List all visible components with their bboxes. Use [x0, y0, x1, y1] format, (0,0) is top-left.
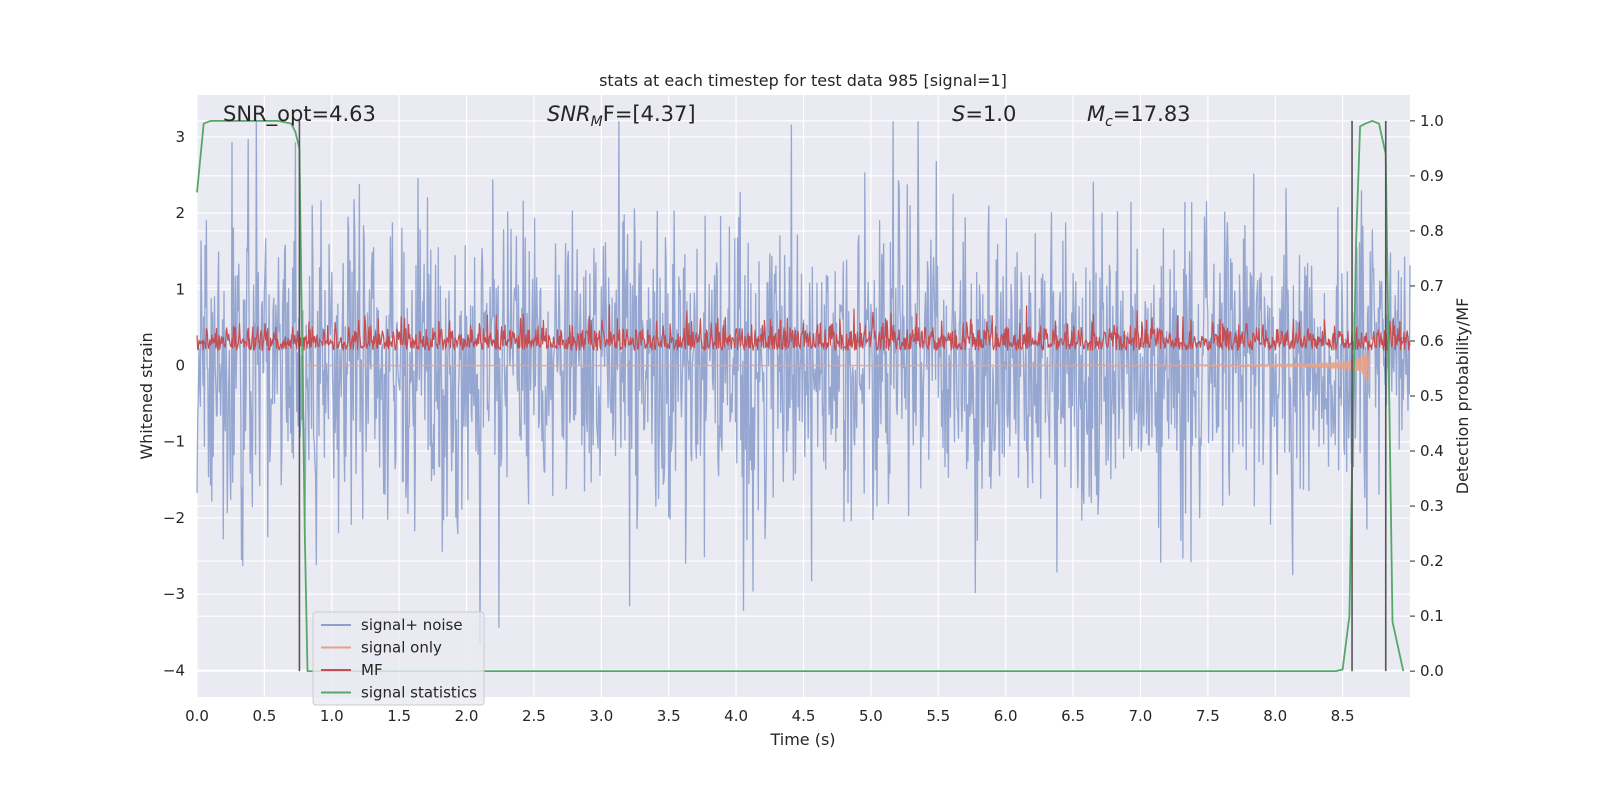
- snr-mf-annotation: SNRMF=[4.37]: [547, 102, 696, 130]
- x-tick-label: 2.5: [522, 707, 546, 725]
- legend-label: signal+ noise: [361, 616, 463, 634]
- y-right-tick-label: 0.7: [1420, 277, 1444, 295]
- mf-series: [196, 304, 1411, 351]
- y-left-tick-label: 3: [175, 128, 185, 146]
- s-annotation: S=1.0: [952, 102, 1016, 126]
- signal-noise-series: [196, 121, 1411, 645]
- y-axis-left-label: Whitened strain: [137, 332, 156, 459]
- detection-markers: [298, 120, 1387, 672]
- y-right-tick-label: 0.5: [1420, 387, 1444, 405]
- snr-mf-subscript: M: [591, 114, 603, 130]
- snr-opt-annotation: SNR_opt=4.63: [223, 102, 376, 127]
- legend-label: signal only: [361, 639, 442, 657]
- x-tick-label: 1.0: [320, 707, 344, 725]
- y-right-tick-label: 0.9: [1420, 167, 1444, 185]
- x-tick-label: 6.0: [994, 707, 1018, 725]
- y-left-tick-label: −4: [163, 661, 185, 679]
- y-left-tick-label: −2: [163, 509, 185, 527]
- x-tick-label: 5.0: [859, 707, 883, 725]
- mc-annotation: Mc=17.83: [1087, 102, 1191, 130]
- x-axis-label: Time (s): [769, 730, 835, 749]
- y-axis-right-label: Detection probability/MF: [1453, 298, 1472, 495]
- s-value: =1.0: [965, 102, 1016, 126]
- y-right-tick-label: 0.8: [1420, 222, 1444, 240]
- chart-title: stats at each timestep for test data 985…: [599, 71, 1007, 90]
- y-left-tick-label: −1: [163, 433, 185, 451]
- y-right-tick-label: 1.0: [1420, 112, 1444, 130]
- legend-label: MF: [361, 661, 383, 679]
- x-tick-label: 8.5: [1331, 707, 1355, 725]
- legend-label: signal statistics: [361, 684, 477, 702]
- x-tick-label: 3.0: [589, 707, 613, 725]
- signal-statistics-series: [196, 120, 1405, 672]
- mc-subscript: c: [1105, 114, 1113, 130]
- x-tick-label: 8.0: [1263, 707, 1287, 725]
- s-symbol: S: [952, 102, 965, 126]
- signal-only-series: [304, 337, 1404, 384]
- annotations: SNR_opt=4.63 SNRMF=[4.37] S=1.0 Mc=17.83: [223, 102, 1191, 130]
- y-left-tick-label: 2: [175, 204, 185, 222]
- x-tick-label: 4.0: [724, 707, 748, 725]
- x-tick-label: 6.5: [1061, 707, 1085, 725]
- x-tick-label: 5.5: [926, 707, 950, 725]
- snr-mf-value: F=[4.37]: [603, 102, 696, 126]
- x-tick-label: 1.5: [387, 707, 411, 725]
- x-tick-label: 7.0: [1129, 707, 1153, 725]
- y-left-tick-label: 1: [175, 280, 185, 298]
- mc-symbol: M: [1087, 102, 1105, 126]
- y-right-tick-label: 0.1: [1420, 607, 1444, 625]
- x-tick-label: 7.5: [1196, 707, 1220, 725]
- y-right-tick-label: 0.0: [1420, 662, 1444, 680]
- y-left-tick-label: 0: [175, 357, 185, 375]
- x-tick-label: 0.5: [252, 707, 276, 725]
- x-tick-label: 0.0: [185, 707, 209, 725]
- y-left-tick-label: −3: [163, 585, 185, 603]
- mc-value: =17.83: [1113, 102, 1191, 126]
- legend-box: [312, 611, 485, 706]
- x-tick-label: 3.5: [657, 707, 681, 725]
- x-tick-label: 4.5: [792, 707, 816, 725]
- legend: signal+ noise signal only MF signal statist…: [312, 611, 485, 706]
- x-tick-label: 2.0: [455, 707, 479, 725]
- y-right-tick-label: 0.4: [1420, 442, 1444, 460]
- snr-mf-symbol: SNR: [547, 102, 591, 126]
- y-right-tick-label: 0.3: [1420, 497, 1444, 515]
- y-right-tick-label: 0.2: [1420, 552, 1444, 570]
- y-right-tick-label: 0.6: [1420, 332, 1444, 350]
